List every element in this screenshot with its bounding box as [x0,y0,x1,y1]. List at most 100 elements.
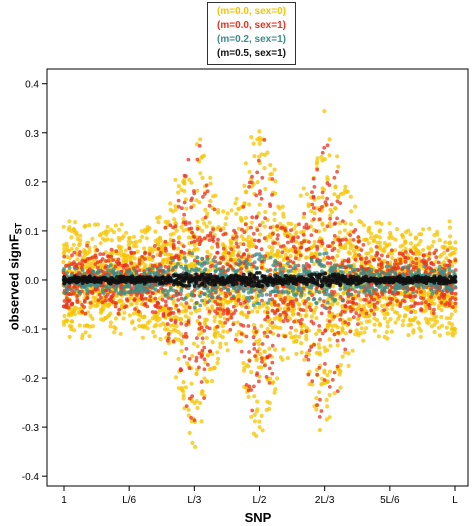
data-point [192,191,197,196]
data-point [106,258,111,263]
data-point [421,296,426,301]
data-point [165,260,170,265]
data-point [382,311,387,316]
data-point [194,309,199,314]
data-point [439,323,445,328]
data-point [337,372,342,377]
data-point [83,311,88,316]
data-point [80,268,85,272]
data-point [205,211,210,216]
data-point [194,358,199,363]
data-point [260,254,265,259]
data-point [78,250,82,254]
data-point [263,317,267,322]
data-point [371,238,376,244]
data-point [101,269,105,274]
data-point [312,211,317,216]
data-point [238,261,243,266]
data-point [365,282,369,286]
data-point [301,308,306,313]
data-point [221,265,226,269]
data-point [257,301,262,306]
data-point [292,285,296,290]
data-point [301,215,306,220]
data-point [206,362,210,367]
data-point [348,251,353,256]
data-point [113,223,118,228]
data-point [310,293,314,298]
data-point [244,264,249,268]
data-point [341,270,345,275]
data-point [124,290,129,295]
data-point [314,229,319,234]
data-point [411,287,416,292]
data-point [299,350,304,355]
data-point [315,247,320,251]
data-point [100,300,105,305]
data-point [67,255,72,261]
data-point [90,236,95,241]
data-point [388,260,393,265]
data-point [246,364,251,369]
data-point [129,302,134,307]
data-point [218,307,222,311]
data-point [366,251,371,256]
data-point [448,259,453,264]
data-point [116,257,121,262]
data-point [273,241,277,245]
data-point [385,324,390,329]
data-point [348,237,353,243]
data-point [190,394,195,399]
data-point [439,300,444,305]
data-point [136,309,141,314]
data-point [236,226,241,231]
data-point [202,345,207,350]
data-point [293,269,298,274]
data-point [317,415,322,419]
data-point [409,322,414,327]
data-point [216,237,220,242]
data-point [255,399,260,404]
data-point [208,175,213,180]
data-point [288,253,293,259]
data-point [272,211,277,216]
data-point [236,245,241,249]
data-point [85,243,89,248]
data-point [354,245,359,250]
data-point [350,287,355,292]
data-point [119,222,124,227]
data-point [231,304,236,309]
data-point [134,301,139,306]
data-point [74,306,79,311]
data-point [382,308,386,312]
data-point [244,383,249,387]
data-point [280,250,285,255]
data-point [165,327,170,332]
data-point [236,293,241,298]
data-point [424,260,428,264]
data-point [199,330,204,335]
data-point [265,150,270,155]
data-point [75,257,80,262]
data-point [181,334,186,339]
data-point [307,348,312,353]
data-point [427,257,432,261]
data-point [204,224,209,229]
data-point [432,322,437,327]
data-point [362,330,367,335]
data-point [442,292,447,297]
data-point [404,250,408,254]
data-point [111,291,116,296]
data-point [333,221,338,226]
data-point [320,221,325,226]
data-point [353,272,358,277]
data-point [142,314,147,320]
data-point [296,302,301,307]
data-point [315,167,320,172]
data-point [288,331,293,336]
data-point [181,244,186,249]
data-point [306,204,311,209]
data-point [327,415,332,420]
data-point [283,316,288,321]
